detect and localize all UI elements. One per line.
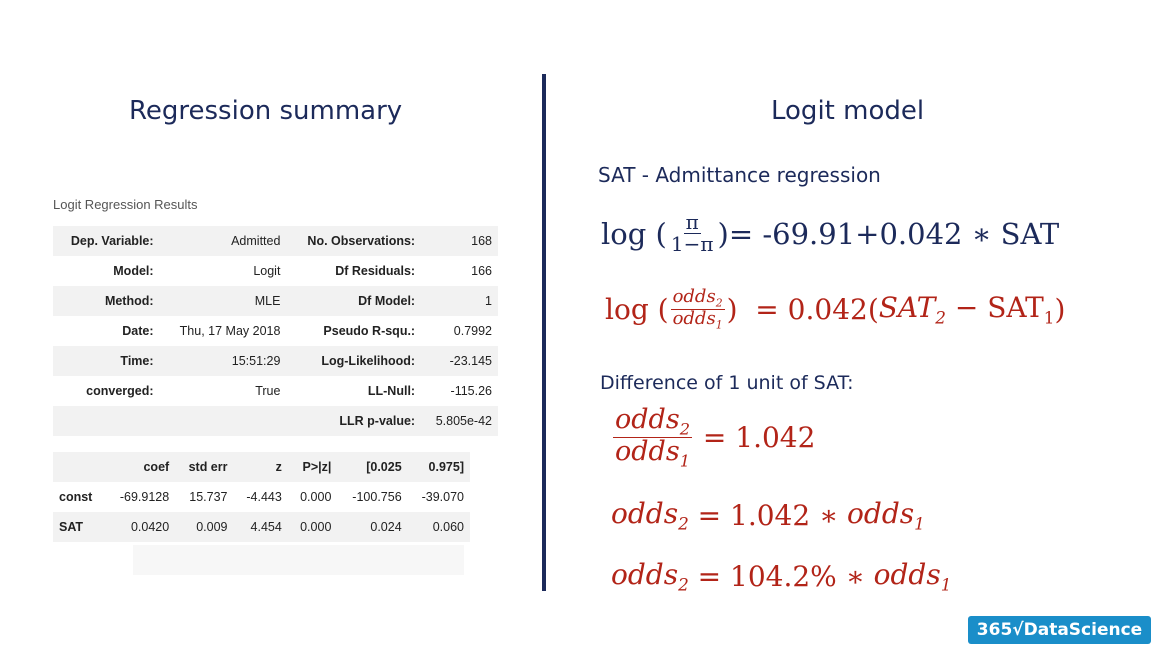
log-text: log (	[605, 292, 669, 326]
summary-value: Thu, 17 May 2018	[179, 324, 281, 338]
fraction-numerator: odds2	[613, 404, 692, 439]
fraction-denominator: odds1	[672, 307, 723, 332]
odds-product-equation: odds2 = 1.042 ∗ odds1	[611, 497, 925, 534]
equation-lhs: odds2	[611, 558, 689, 595]
table-row: SAT 0.0420 0.009 4.454 0.000 0.024 0.060	[53, 512, 470, 542]
log-text: log (	[601, 216, 667, 251]
coefficients-table: coef std err z P>|z| [0.025 0.975] const…	[53, 452, 470, 542]
table-row: Dep. Variable: Admitted No. Observations…	[53, 226, 498, 256]
vertical-divider	[542, 74, 546, 591]
summary-key: converged:	[86, 384, 154, 398]
table-row: Method: MLE Df Model: 1	[53, 286, 498, 316]
column-header: std err	[175, 452, 234, 482]
logit-equation: log ( π 1−π ) = -69.91+0.042 ∗ SAT	[601, 212, 1059, 255]
fraction-denominator: odds1	[615, 436, 690, 471]
pi-fraction: π 1−π	[669, 212, 716, 255]
summary-value: 15:51:29	[159, 346, 287, 376]
odds-fraction: odds2 odds1	[613, 404, 692, 471]
summary-key: Model:	[113, 264, 154, 278]
summary-value	[159, 406, 287, 436]
equation-rhs: = 0.042(	[737, 292, 879, 326]
table-cell: 0.000	[287, 512, 338, 542]
fraction-numerator: π	[683, 210, 701, 234]
faded-row-background	[133, 545, 464, 575]
summary-key: Method:	[53, 286, 160, 316]
table-row: LLR p-value: 5.805e-42	[53, 406, 498, 436]
table-row: const -69.9128 15.737 -4.443 0.000 -100.…	[53, 482, 470, 512]
summary-value: -23.145	[421, 346, 498, 376]
sat2-term: SAT2	[878, 291, 946, 328]
table-cell: 0.024	[337, 512, 408, 542]
brand-logo: 365√DataScience	[968, 616, 1151, 644]
equation-rhs: odds1	[873, 558, 952, 595]
table-cell: -4.443	[246, 490, 282, 504]
column-header	[53, 452, 105, 482]
summary-value: 0.7992	[453, 324, 492, 338]
summary-value: Admitted	[159, 226, 287, 256]
summary-value: True	[255, 384, 281, 398]
summary-value: 166	[471, 264, 492, 278]
equation-rhs: odds1	[847, 497, 925, 534]
summary-table: Dep. Variable: Admitted No. Observations…	[53, 226, 498, 436]
summary-value: 168	[421, 226, 498, 256]
row-label: SAT	[53, 512, 105, 542]
odds-fraction: odds2 odds1	[670, 286, 725, 332]
table-cell: -39.070	[421, 490, 464, 504]
column-header: P>|z|	[287, 452, 338, 482]
fraction-denominator: 1−π	[670, 232, 714, 256]
column-header: coef	[104, 452, 176, 482]
summary-key: Df Model:	[286, 286, 422, 316]
table-cell: -69.9128	[119, 490, 170, 504]
table-row: converged: True LL-Null: -115.26	[53, 376, 498, 406]
odds-percent-equation: odds2 = 104.2% ∗ odds1	[611, 558, 951, 595]
odds-ratio-equation: log ( odds2 odds1 ) = 0.042( SAT2 − SAT1…	[605, 286, 1066, 332]
close-paren: )	[717, 216, 729, 251]
summary-value: MLE	[159, 286, 287, 316]
summary-key: Log-Likelihood:	[286, 346, 422, 376]
table-row: Date: Thu, 17 May 2018 Pseudo R-squ.: 0.…	[53, 316, 498, 346]
summary-key: Pseudo R-squ.:	[323, 324, 416, 338]
logit-model-title: Logit model	[771, 96, 925, 126]
summary-key: LL-Null:	[367, 384, 416, 398]
summary-value: 1	[421, 286, 498, 316]
table-cell: 4.454	[233, 512, 288, 542]
table-header-row: coef std err z P>|z| [0.025 0.975]	[53, 452, 470, 482]
table-cell: 0.009	[175, 512, 234, 542]
row-label: const	[59, 490, 93, 504]
difference-label: Difference of 1 unit of SAT:	[600, 372, 854, 394]
column-header: [0.025	[337, 452, 408, 482]
regression-summary-title: Regression summary	[129, 96, 403, 126]
column-header: z	[233, 452, 288, 482]
table-cell: 0.0420	[104, 512, 176, 542]
fraction-numerator: odds2	[670, 286, 725, 310]
column-header: 0.975]	[407, 452, 470, 482]
table-cell: 0.060	[407, 512, 470, 542]
equation-lhs: odds2	[611, 497, 689, 534]
summary-key: Df Residuals:	[335, 264, 416, 278]
summary-key: Dep. Variable:	[53, 226, 160, 256]
summary-value: -115.26	[450, 384, 492, 398]
table-row: Time: 15:51:29 Log-Likelihood: -23.145	[53, 346, 498, 376]
odds-fraction-equation: odds2 odds1 = 1.042	[611, 404, 816, 471]
regression-subtitle: SAT - Admittance regression	[598, 163, 881, 187]
equation-mid: = 1.042 ∗	[688, 498, 848, 532]
summary-key	[53, 406, 160, 436]
summary-key: No. Observations:	[286, 226, 422, 256]
sat1-term: − SAT1	[945, 291, 1055, 328]
table-row: Model: Logit Df Residuals: 166	[53, 256, 498, 286]
summary-key: Date:	[122, 324, 154, 338]
summary-key: LLR p-value:	[286, 406, 422, 436]
summary-value: 5.805e-42	[421, 406, 498, 436]
table-cell: -100.756	[352, 490, 402, 504]
summary-value: Logit	[253, 264, 281, 278]
table-cell: 0.000	[300, 490, 332, 504]
equation-mid: = 104.2% ∗	[688, 559, 874, 593]
results-caption: Logit Regression Results	[53, 197, 198, 212]
summary-key: Time:	[53, 346, 160, 376]
equation-rhs: = -69.91+0.042 ∗ SAT	[728, 216, 1060, 251]
close-paren: )	[726, 292, 738, 326]
table-cell: 15.737	[189, 490, 228, 504]
equation-rhs: = 1.042	[694, 421, 816, 455]
close-paren: )	[1054, 292, 1066, 326]
